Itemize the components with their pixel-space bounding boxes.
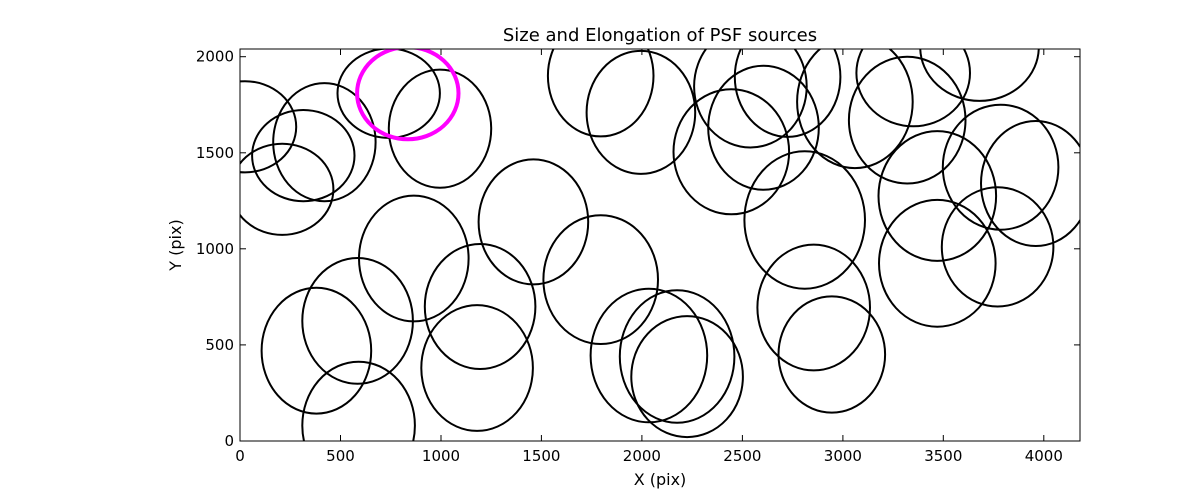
x-tick-label: 0	[235, 447, 245, 465]
psf-source-ellipse-31	[919, 49, 1040, 102]
psf-source-ellipse-30	[878, 198, 997, 328]
psf-source-ellipse-8	[260, 286, 373, 415]
y-tick-label: 1000	[196, 240, 234, 258]
x-tick-label: 500	[326, 447, 355, 465]
psf-source-ellipse-7	[301, 257, 414, 385]
psf-source-ellipse-15	[542, 214, 660, 346]
x-tick-label: 3000	[824, 447, 862, 465]
psf-source-ellipse-10	[423, 243, 537, 370]
psf-source-ellipse-1	[240, 142, 335, 236]
plot-frame	[239, 48, 1081, 442]
psf-source-ellipse-19	[672, 88, 791, 216]
psf-source-ellipse-13	[546, 49, 655, 138]
y-tick-label: 1500	[196, 144, 234, 162]
psf-source-ellipse-26	[796, 49, 914, 170]
psf-source-ellipse-9	[301, 360, 416, 441]
psf-source-ellipse-24	[756, 243, 872, 372]
x-tick-label: 3500	[924, 447, 962, 465]
psf-source-ellipse-20	[693, 49, 808, 149]
psf-source-ellipse-14	[585, 49, 697, 175]
psf-source-ellipse-12	[477, 158, 590, 286]
x-tick-label: 1000	[422, 447, 460, 465]
x-tick-label: 1500	[522, 447, 560, 465]
y-tick-label: 0	[224, 432, 234, 450]
psf-source-ellipse-25	[777, 295, 887, 414]
x-tick-label: 2500	[723, 447, 761, 465]
psf-source-ellipse-22	[733, 49, 842, 138]
x-axis-label: X (pix)	[634, 470, 687, 489]
psf-source-ellipse-2	[251, 109, 356, 203]
y-tick-label: 2000	[196, 48, 234, 66]
psf-source-ellipse-11	[420, 304, 534, 432]
psf-source-ellipse-17	[618, 289, 736, 424]
psf-source-ellipse-29	[877, 130, 998, 262]
x-tick-label: 4000	[1025, 447, 1063, 465]
y-axis-label: Y (pix)	[166, 219, 185, 271]
psf-source-ellipse-21	[707, 64, 820, 191]
ticks-layer: 0 500 1000 1500 2000 2500 3000 3500 4000 0 500 1000…	[196, 48, 1080, 465]
psf-source-ellipse-18	[630, 315, 744, 439]
x-tick-label: 2000	[623, 447, 661, 465]
psf-source-ellipse-34	[980, 120, 1080, 247]
psf-source-ellipse-highlight	[355, 49, 461, 142]
chart-title: Size and Elongation of PSF sources	[503, 25, 817, 46]
psf-source-ellipse-32	[941, 103, 1060, 231]
psf-source-ellipse-0	[240, 80, 298, 174]
psf-source-ellipse-23	[743, 150, 867, 290]
psf-source-ellipse-27	[855, 49, 971, 128]
sources-layer	[240, 49, 1080, 441]
psf-source-ellipse-3	[272, 82, 377, 203]
psf-source-ellipse-28	[847, 55, 967, 185]
psf-source-ellipse-16	[589, 287, 709, 424]
psf-source-ellipse-4	[387, 68, 493, 189]
y-tick-label: 500	[205, 336, 234, 354]
psf-source-ellipse-33	[940, 186, 1055, 308]
